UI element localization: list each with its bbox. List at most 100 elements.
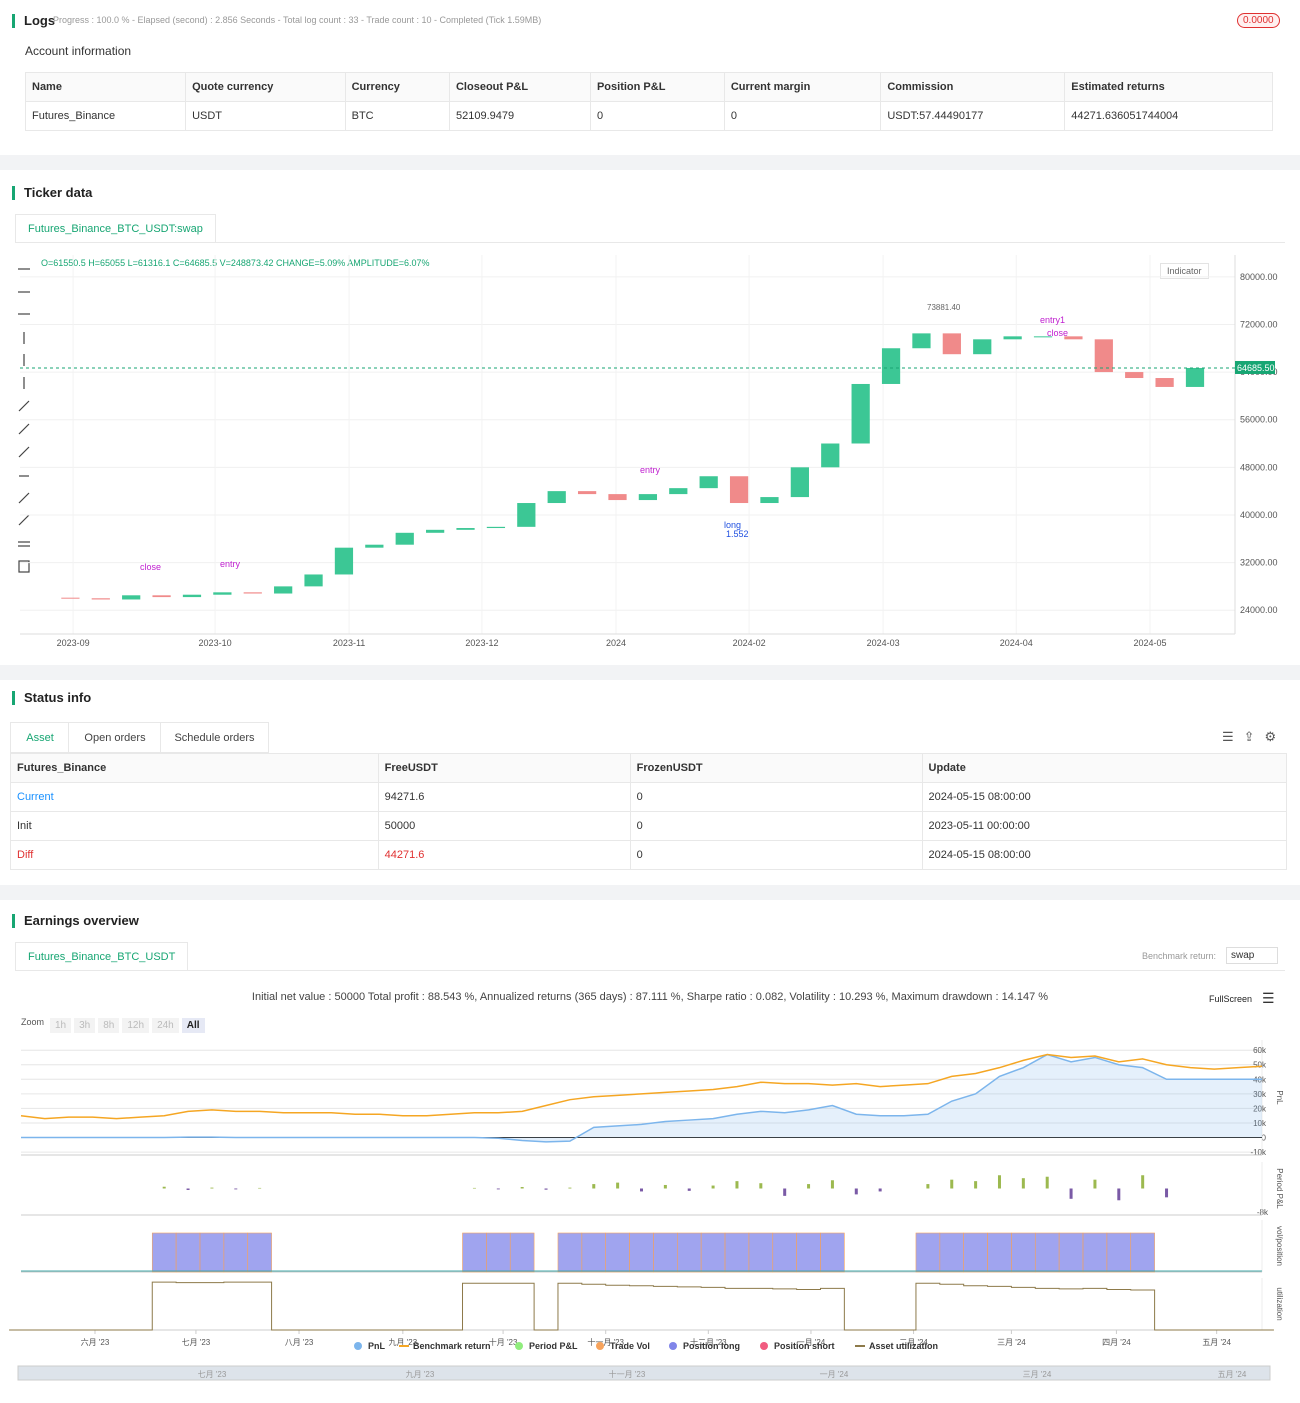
annotation: entry1 — [1040, 315, 1065, 325]
position-bar — [1106, 1232, 1132, 1273]
header-cell: FrozenUSDT — [629, 753, 923, 783]
x-tick-label: 2024 — [606, 638, 626, 648]
bar — [783, 1188, 787, 1196]
position-bar — [653, 1232, 678, 1273]
zoom-button[interactable]: All — [181, 1018, 205, 1033]
legend-label[interactable]: Period P&L — [529, 1341, 578, 1351]
annotation: 73881.40 — [927, 303, 961, 312]
bar — [1069, 1188, 1073, 1199]
candle — [912, 333, 931, 349]
cell: 94271.6 — [377, 782, 631, 812]
x-tick-label: 2024-02 — [733, 638, 766, 648]
tab[interactable]: Asset — [10, 722, 70, 753]
legend-symbol — [669, 1342, 677, 1350]
candle — [881, 348, 901, 384]
toolbar — [18, 268, 30, 573]
candle — [699, 476, 718, 489]
candle — [1003, 336, 1022, 340]
tab[interactable]: Futures_Binance_BTC_USDT:swap — [15, 214, 216, 243]
x-tick-label: 2023-11 — [333, 638, 365, 648]
indicator-button[interactable]: Indicator — [1160, 263, 1209, 279]
legend-label[interactable]: Benchmark return — [413, 1341, 491, 1351]
position-bar — [605, 1232, 630, 1273]
logs-status: Progress : 100.0 % - Elapsed (second) : … — [53, 15, 542, 25]
bar — [926, 1184, 930, 1189]
candle — [669, 488, 688, 495]
candle — [1094, 339, 1113, 373]
x-tick-label: 十二月 '23 — [690, 1337, 727, 1347]
benchmark-select[interactable]: swap — [1226, 947, 1278, 964]
separator — [0, 665, 1300, 680]
annotation: entry — [220, 559, 241, 569]
zoom-button[interactable]: 12h — [122, 1018, 150, 1033]
header-row: Futures_Binance FreeUSDT FrozenUSDT Update — [10, 753, 1288, 783]
pnl-area — [21, 1054, 1262, 1142]
cell: 2024-05-15 08:00:00 — [921, 840, 1288, 870]
x-tick-label: 2024-04 — [1000, 638, 1033, 648]
y-tick-label: 20k — [1253, 1104, 1267, 1113]
summary: Initial net value : 50000 Total profit :… — [251, 991, 1049, 1003]
bar — [616, 1182, 620, 1189]
zoom-button[interactable]: 1h — [50, 1018, 72, 1033]
legend-label[interactable]: Trade Vol — [610, 1341, 650, 1351]
position-bar — [557, 1232, 583, 1273]
legend-label[interactable]: Position short — [774, 1341, 835, 1351]
axis-label: utilization — [1275, 1287, 1284, 1320]
legend-label[interactable]: Position long — [683, 1341, 740, 1351]
tab[interactable]: Open orders — [68, 722, 162, 753]
y-tick-label: 80000.00 — [1240, 272, 1278, 282]
legend-symbol — [354, 1342, 362, 1350]
cell: BTC — [344, 101, 450, 131]
x-tick-label: 九月 '23 — [389, 1338, 418, 1347]
cell: 0 — [629, 840, 923, 870]
bar — [950, 1179, 954, 1189]
zoom-button[interactable]: 3h — [74, 1018, 96, 1033]
x-tick-label: 二月 '24 — [899, 1338, 928, 1347]
y2-tick-label: -8k — [1257, 1208, 1269, 1217]
x-tick-label: 十一月 '23 — [587, 1337, 624, 1347]
x-tick-label: 七月 '23 — [182, 1338, 211, 1347]
bar — [472, 1187, 476, 1189]
x-tick-label: 十月 '23 — [489, 1337, 518, 1347]
y-tick-label: 56000.00 — [1240, 415, 1278, 425]
y-tick-label: -10k — [1250, 1148, 1267, 1157]
ticker-title: Ticker data — [12, 186, 92, 200]
menu-icon[interactable]: ☰ — [1262, 990, 1275, 1006]
tab[interactable]: Schedule orders — [160, 722, 269, 753]
separator — [0, 155, 1300, 170]
candle — [1064, 336, 1083, 340]
position-bar — [987, 1232, 1012, 1273]
position-bar — [486, 1232, 511, 1273]
annotation: entry — [640, 465, 661, 475]
candle — [274, 586, 293, 594]
tab[interactable]: Futures_Binance_BTC_USDT — [15, 942, 189, 971]
candle — [122, 595, 141, 600]
bar — [1117, 1188, 1121, 1201]
benchmark-label: Benchmark return: — [1142, 951, 1217, 961]
ticker-chart: 73881.40 entry1 close entry close entry … — [20, 255, 1278, 648]
position-bar — [629, 1232, 654, 1273]
bar — [496, 1188, 500, 1190]
navigator[interactable] — [17, 1365, 1271, 1381]
bar — [711, 1185, 715, 1189]
position-bar — [820, 1232, 845, 1273]
candle — [1033, 336, 1053, 338]
position-bar — [724, 1232, 750, 1273]
annotation: close — [1047, 328, 1068, 338]
zoom-button[interactable]: 8h — [98, 1018, 120, 1033]
x-tick-label: 2023-10 — [199, 638, 232, 648]
cell: 2023-05-11 00:00:00 — [921, 811, 1288, 841]
candle — [395, 532, 414, 545]
legend-label[interactable]: PnL — [368, 1341, 386, 1351]
candle — [152, 595, 171, 598]
zoom-button[interactable]: 24h — [152, 1018, 179, 1033]
y-tick-label: 48000.00 — [1240, 462, 1278, 472]
cell: 0 — [629, 782, 923, 812]
legend-label[interactable]: Asset utilization — [869, 1341, 938, 1351]
candle — [1155, 378, 1174, 387]
bar — [830, 1180, 834, 1189]
cell: Current — [10, 782, 379, 812]
position-bar — [509, 1232, 535, 1273]
header-cell: FreeUSDT — [377, 753, 631, 783]
fullscreen-button[interactable]: FullScreen — [1209, 994, 1253, 1004]
